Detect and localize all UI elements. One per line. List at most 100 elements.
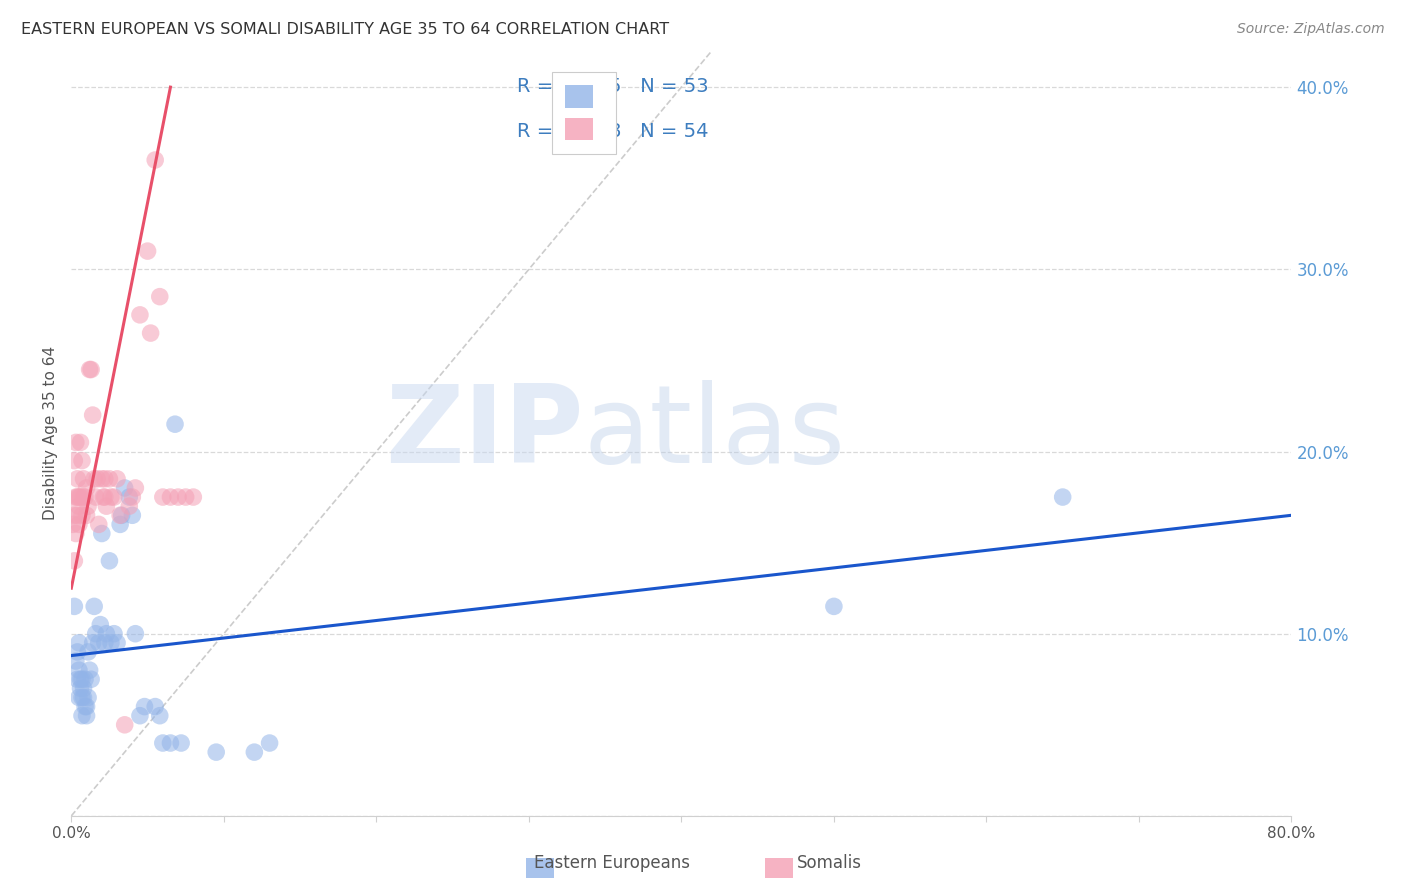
Point xyxy=(62,517,84,532)
Point xyxy=(93,490,115,504)
Point xyxy=(80,362,103,376)
Point xyxy=(80,672,103,686)
Point xyxy=(67,499,90,513)
Point xyxy=(170,736,193,750)
Point xyxy=(73,672,96,686)
Legend: , : , xyxy=(551,72,616,153)
Point xyxy=(118,490,141,504)
Point xyxy=(103,626,125,640)
Point xyxy=(124,626,146,640)
Y-axis label: Disability Age 35 to 64: Disability Age 35 to 64 xyxy=(44,346,58,520)
Point xyxy=(65,526,87,541)
Point xyxy=(63,599,86,614)
Point xyxy=(76,699,98,714)
Point xyxy=(143,699,166,714)
Point xyxy=(143,153,166,167)
Point xyxy=(72,490,94,504)
Point xyxy=(67,636,90,650)
Point xyxy=(72,690,94,705)
Point xyxy=(96,499,118,513)
Point xyxy=(823,599,845,614)
Point xyxy=(70,508,93,523)
Point xyxy=(159,736,181,750)
Point xyxy=(77,499,100,513)
Point xyxy=(174,490,197,504)
Point xyxy=(73,490,96,504)
Point xyxy=(70,708,93,723)
Point xyxy=(121,490,143,504)
Point xyxy=(134,699,156,714)
Point xyxy=(129,308,152,322)
Point xyxy=(65,435,87,450)
Point xyxy=(124,481,146,495)
Point xyxy=(76,508,98,523)
Text: atlas: atlas xyxy=(583,380,846,486)
Point xyxy=(114,481,136,495)
Point xyxy=(105,636,128,650)
Point xyxy=(94,636,117,650)
Point xyxy=(66,472,89,486)
Point xyxy=(73,699,96,714)
Point xyxy=(90,472,112,486)
Point xyxy=(76,708,98,723)
Point xyxy=(84,490,107,504)
Point xyxy=(83,599,105,614)
Point xyxy=(70,453,93,467)
Point xyxy=(103,490,125,504)
Point xyxy=(72,681,94,696)
Text: Source: ZipAtlas.com: Source: ZipAtlas.com xyxy=(1237,22,1385,37)
Point xyxy=(79,663,101,677)
Point xyxy=(84,626,107,640)
Point xyxy=(98,554,121,568)
Bar xyxy=(765,858,793,878)
Point xyxy=(76,481,98,495)
Point xyxy=(70,690,93,705)
Point xyxy=(87,636,110,650)
Point xyxy=(94,472,117,486)
Point xyxy=(69,672,91,686)
Point xyxy=(118,499,141,513)
Point xyxy=(243,745,266,759)
Point xyxy=(87,517,110,532)
Point xyxy=(90,526,112,541)
Point xyxy=(86,472,108,486)
Point xyxy=(205,745,228,759)
Text: Eastern Europeans: Eastern Europeans xyxy=(534,855,689,872)
Point xyxy=(65,654,87,668)
Point xyxy=(66,508,89,523)
Point xyxy=(89,617,111,632)
Point xyxy=(66,672,89,686)
Point xyxy=(67,663,90,677)
Point xyxy=(69,681,91,696)
Text: R =  0.195   N = 53: R = 0.195 N = 53 xyxy=(516,78,709,96)
Point xyxy=(63,554,86,568)
Point xyxy=(152,490,174,504)
Point xyxy=(82,636,104,650)
Point xyxy=(79,362,101,376)
Point xyxy=(163,417,186,432)
Point xyxy=(167,490,190,504)
Point xyxy=(139,326,162,340)
Text: R =  0.698   N = 54: R = 0.698 N = 54 xyxy=(516,122,709,141)
Point xyxy=(1052,490,1074,504)
Point xyxy=(83,472,105,486)
Point xyxy=(63,508,86,523)
Bar xyxy=(526,858,554,878)
Point xyxy=(105,472,128,486)
Point xyxy=(77,645,100,659)
Point xyxy=(111,508,134,523)
Point xyxy=(98,472,121,486)
Point xyxy=(65,490,87,504)
Point xyxy=(108,517,131,532)
Point xyxy=(67,517,90,532)
Point xyxy=(70,672,93,686)
Point xyxy=(100,636,122,650)
Point xyxy=(72,472,94,486)
Point xyxy=(94,490,117,504)
Point xyxy=(121,508,143,523)
Point xyxy=(67,690,90,705)
Point xyxy=(149,708,172,723)
Text: EASTERN EUROPEAN VS SOMALI DISABILITY AGE 35 TO 64 CORRELATION CHART: EASTERN EUROPEAN VS SOMALI DISABILITY AG… xyxy=(21,22,669,37)
Point xyxy=(259,736,281,750)
Text: ZIP: ZIP xyxy=(385,380,583,486)
